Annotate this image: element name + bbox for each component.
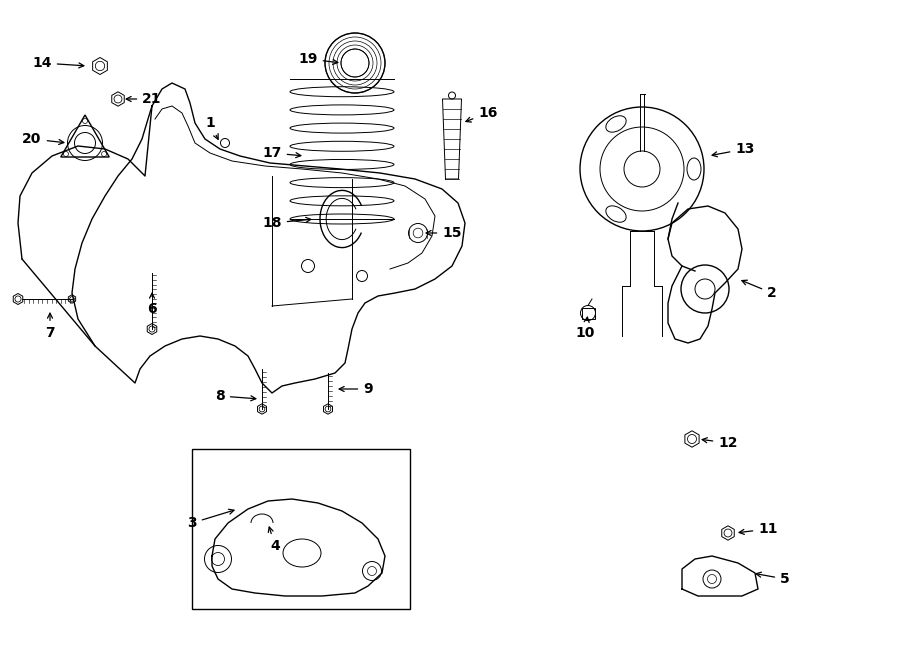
Text: 11: 11 xyxy=(739,522,778,536)
Text: 21: 21 xyxy=(126,92,162,106)
Text: 2: 2 xyxy=(742,280,777,300)
Text: 5: 5 xyxy=(756,572,790,586)
Text: 7: 7 xyxy=(45,313,55,340)
Text: 17: 17 xyxy=(262,146,301,160)
Text: 19: 19 xyxy=(298,52,338,66)
Text: 13: 13 xyxy=(712,142,755,157)
Text: 4: 4 xyxy=(268,527,280,553)
Text: 10: 10 xyxy=(575,317,595,340)
Text: 20: 20 xyxy=(22,132,64,146)
Text: 9: 9 xyxy=(339,382,373,396)
Bar xyxy=(192,449,410,609)
Text: 1: 1 xyxy=(205,116,218,139)
Text: 15: 15 xyxy=(427,226,462,240)
Bar xyxy=(581,307,595,319)
Text: 3: 3 xyxy=(187,509,234,530)
Text: 12: 12 xyxy=(702,436,738,450)
Text: 18: 18 xyxy=(262,216,310,230)
Text: 6: 6 xyxy=(148,293,157,316)
Text: 8: 8 xyxy=(215,389,256,403)
Text: 14: 14 xyxy=(32,56,84,70)
Text: 16: 16 xyxy=(466,106,498,122)
